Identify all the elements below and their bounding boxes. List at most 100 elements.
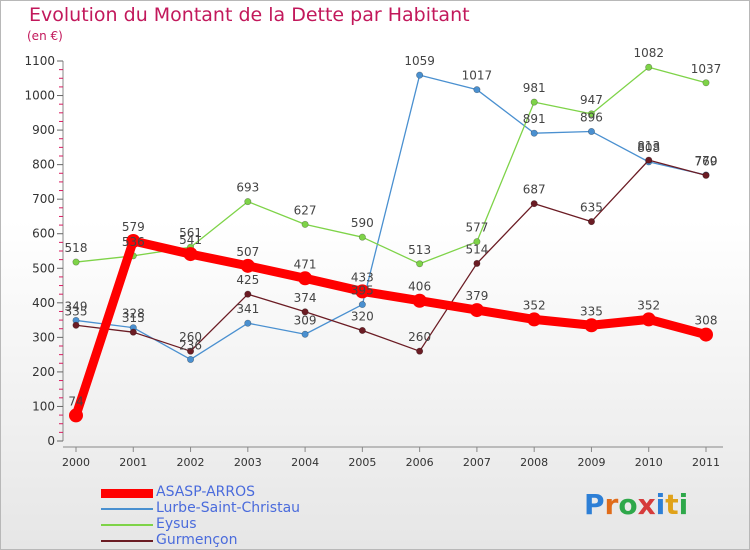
legend-label: Eysus xyxy=(156,516,197,532)
data-point xyxy=(298,271,313,286)
data-point xyxy=(702,171,710,179)
data-point xyxy=(244,198,252,206)
data-point xyxy=(416,347,424,355)
series-line-eysus xyxy=(75,66,707,265)
data-point xyxy=(530,129,538,137)
chart-unit: (en €) xyxy=(27,29,63,43)
series-line-gurmen-on xyxy=(75,159,707,352)
x-tick-label: 2003 xyxy=(234,456,262,469)
data-label: 395 xyxy=(351,284,374,298)
data-label: 260 xyxy=(179,330,202,344)
data-label: 315 xyxy=(122,311,145,325)
x-tick-label: 2009 xyxy=(577,456,605,469)
data-label: 1017 xyxy=(462,69,493,83)
y-tick-label: 100 xyxy=(32,399,55,413)
data-point xyxy=(187,355,195,363)
data-label: 518 xyxy=(65,241,88,255)
data-label: 507 xyxy=(236,245,259,259)
data-label: 471 xyxy=(294,257,317,271)
data-point xyxy=(301,308,309,316)
data-point xyxy=(645,63,653,71)
data-label: 433 xyxy=(351,270,374,284)
x-tick-label: 2001 xyxy=(119,456,147,469)
logo-letter: o xyxy=(618,488,638,521)
legend-swatch xyxy=(101,489,153,498)
data-label: 513 xyxy=(408,243,431,257)
data-label: 406 xyxy=(408,280,431,294)
x-tick-label: 2004 xyxy=(291,456,319,469)
x-tick-label: 2011 xyxy=(692,456,720,469)
data-point xyxy=(129,328,137,336)
data-label: 352 xyxy=(523,298,546,312)
data-point xyxy=(473,259,481,267)
data-label: 1082 xyxy=(633,46,664,60)
data-label: 541 xyxy=(179,233,202,247)
data-label: 808 xyxy=(637,141,660,155)
legend-swatch xyxy=(101,540,153,542)
data-label: 352 xyxy=(637,298,660,312)
data-label: 349 xyxy=(65,299,88,313)
data-point xyxy=(301,220,309,228)
data-point xyxy=(72,321,80,329)
x-tick-label: 2005 xyxy=(348,456,376,469)
data-label: 328 xyxy=(122,307,145,321)
data-label: 379 xyxy=(465,289,488,303)
data-label: 561 xyxy=(179,226,202,240)
data-point xyxy=(244,319,252,327)
data-label: 335 xyxy=(65,304,88,318)
data-label: 1059 xyxy=(404,54,435,68)
data-label: 425 xyxy=(236,273,259,287)
data-label: 693 xyxy=(236,181,259,195)
data-label: 236 xyxy=(179,338,202,352)
legend-label: Lurbe-Saint-Christau xyxy=(156,500,301,516)
logo-letter: i xyxy=(655,488,666,521)
data-label: 514 xyxy=(465,242,488,256)
data-label: 627 xyxy=(294,203,317,217)
data-point xyxy=(358,301,366,309)
chart-title: Evolution du Montant de la Dette par Hab… xyxy=(29,4,470,26)
logo-letter: t xyxy=(665,488,679,521)
data-label: 981 xyxy=(523,81,546,95)
data-point xyxy=(699,327,713,342)
data-label: 947 xyxy=(580,93,603,107)
x-tick-label: 2008 xyxy=(520,456,548,469)
data-point xyxy=(527,312,542,327)
y-tick-label: 700 xyxy=(32,192,55,206)
logo-letter: r xyxy=(604,488,619,521)
y-tick-label: 1000 xyxy=(24,89,55,103)
x-tick-label: 2000 xyxy=(62,456,90,469)
data-point xyxy=(187,347,195,355)
y-tick-label: 600 xyxy=(32,227,55,241)
y-tick-label: 300 xyxy=(32,330,55,344)
data-label: 687 xyxy=(523,183,546,197)
data-point xyxy=(126,233,141,248)
data-label: 1037 xyxy=(691,62,722,76)
data-label: 536 xyxy=(122,235,145,249)
proxiti-logo: Proxiti xyxy=(584,488,688,521)
data-label: 891 xyxy=(523,112,546,126)
legend-swatch xyxy=(101,508,153,510)
data-point xyxy=(587,127,595,135)
logo-letter: i xyxy=(678,488,689,521)
data-label: 770 xyxy=(695,154,718,168)
y-tick-label: 1100 xyxy=(24,54,55,68)
data-label: 896 xyxy=(580,110,603,124)
data-label: 74 xyxy=(68,394,83,408)
data-point xyxy=(645,156,653,164)
data-point xyxy=(530,98,538,106)
data-point xyxy=(240,258,255,273)
legend-swatch xyxy=(101,524,153,526)
y-tick-label: 500 xyxy=(32,261,55,275)
data-point xyxy=(416,71,424,79)
x-tick-label: 2006 xyxy=(406,456,434,469)
logo-letter: x xyxy=(637,488,656,521)
data-point xyxy=(584,318,599,333)
data-label: 320 xyxy=(351,309,374,323)
data-label: 374 xyxy=(294,291,317,305)
data-point xyxy=(72,258,80,266)
data-point xyxy=(358,326,366,334)
series-line-asasp-arros xyxy=(71,236,711,420)
data-point xyxy=(244,290,252,298)
